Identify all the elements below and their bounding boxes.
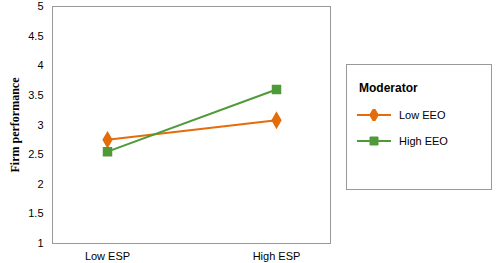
- svg-text:Low ESP: Low ESP: [85, 250, 130, 262]
- html-text:High EEO: High EEO: [399, 135, 448, 147]
- svg-text:Firm performance: Firm performance: [8, 77, 22, 173]
- html-text:Low EEO: Low EEO: [399, 109, 446, 121]
- svg-text:4: 4: [37, 59, 43, 71]
- svg-text:2.5: 2.5: [28, 148, 43, 160]
- svg-text:1: 1: [37, 237, 43, 249]
- html-text:Moderator: Moderator: [359, 81, 418, 95]
- svg-text:4.5: 4.5: [28, 30, 43, 42]
- svg-text:High ESP: High ESP: [253, 250, 301, 262]
- svg-text:1.5: 1.5: [28, 207, 43, 219]
- svg-text:3: 3: [37, 119, 43, 131]
- svg-text:5: 5: [37, 0, 43, 12]
- svg-text:3.5: 3.5: [28, 89, 43, 101]
- svg-text:2: 2: [37, 178, 43, 190]
